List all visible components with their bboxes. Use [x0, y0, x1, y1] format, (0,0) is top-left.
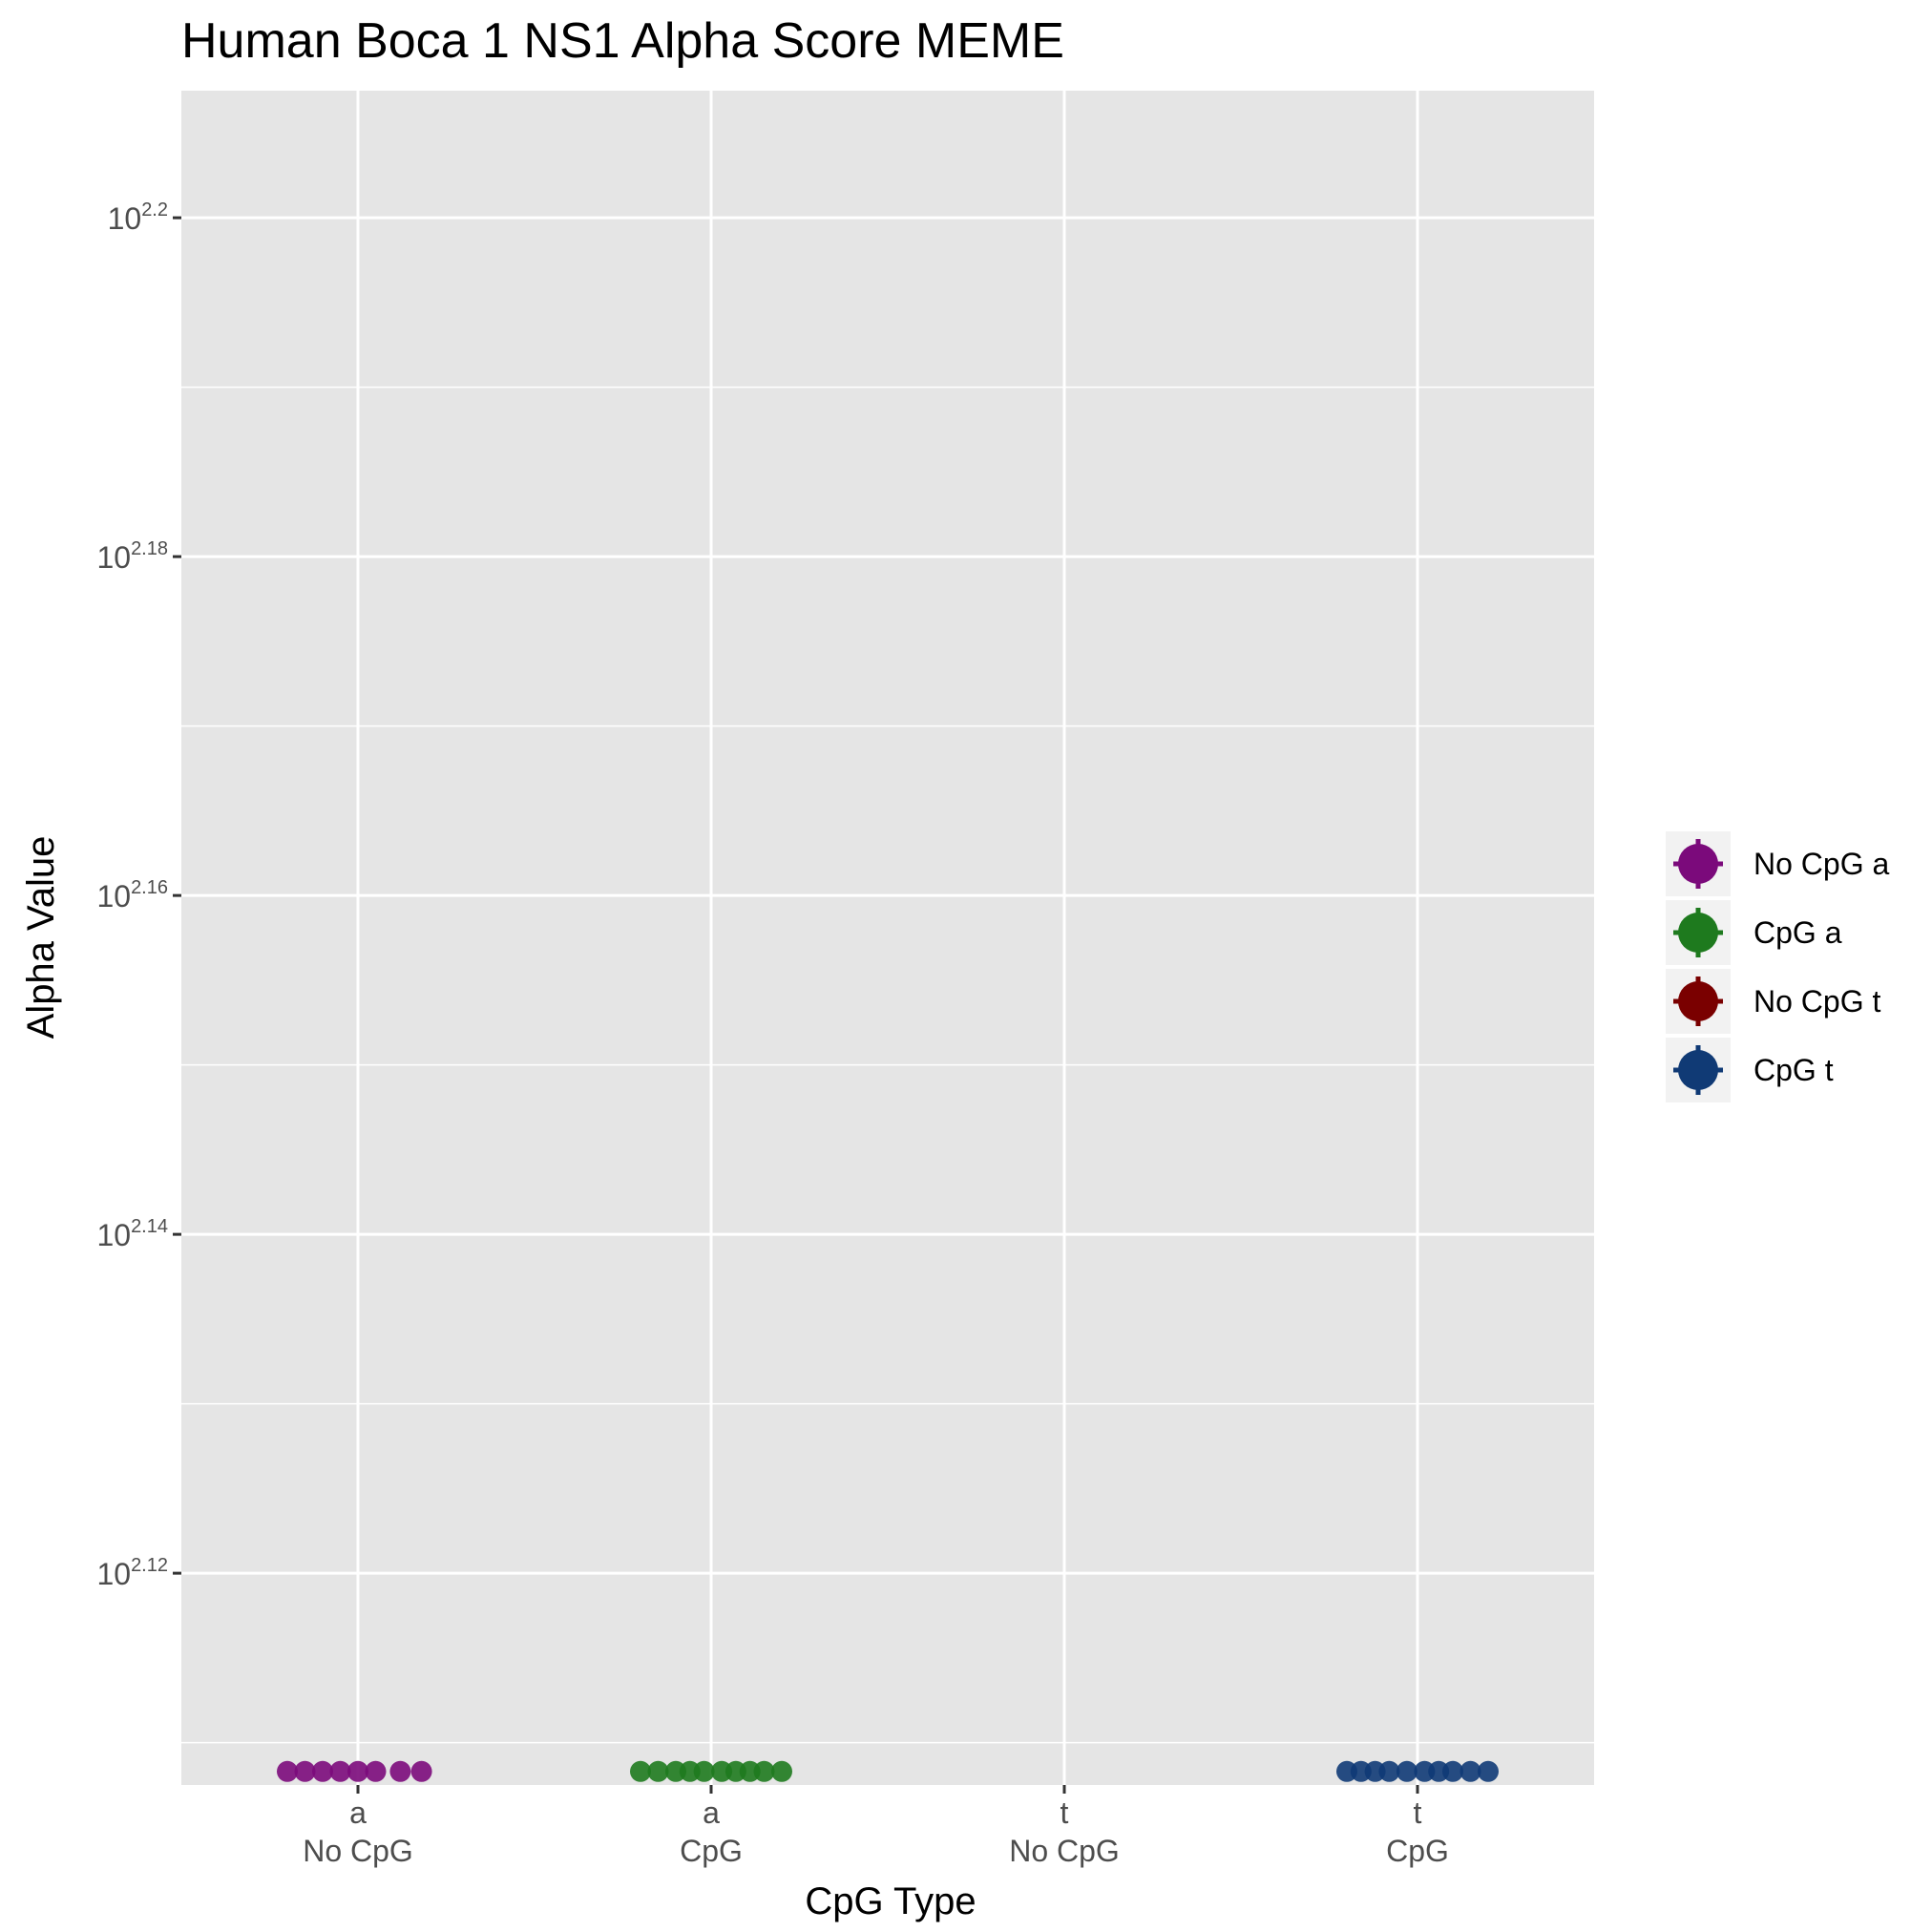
data-point [294, 1760, 316, 1782]
chart-title: Human Boca 1 NS1 Alpha Score MEME [181, 13, 1064, 69]
minor-gridlines [181, 386, 1594, 1744]
data-point [693, 1760, 715, 1782]
x-tick-label-line2: No CpG [303, 1834, 413, 1868]
x-tick-label-line2: CpG [680, 1834, 743, 1868]
data-point [365, 1760, 387, 1782]
data-point [1378, 1760, 1400, 1782]
data-point [771, 1760, 792, 1782]
data-point [753, 1760, 775, 1782]
data-point [410, 1760, 432, 1782]
data-point [1460, 1760, 1481, 1782]
x-axis: a No CpG a CpG t No CpG t CpG [303, 1785, 1449, 1868]
data-point [347, 1760, 368, 1782]
data-point [329, 1760, 351, 1782]
y-tick-label: 102.18 [96, 538, 168, 575]
x-tick-label-line1: a [349, 1796, 367, 1830]
data-point [1442, 1760, 1463, 1782]
legend-label: No CpG a [1754, 847, 1889, 881]
x-tick-label-line1: t [1060, 1796, 1069, 1830]
legend-key-dot [1678, 1050, 1718, 1090]
legend-label: CpG t [1754, 1053, 1834, 1087]
x-tick-label-line2: No CpG [1009, 1834, 1120, 1868]
legend-label: CpG a [1754, 915, 1842, 950]
data-point [647, 1760, 669, 1782]
legend: No CpG a CpG a No CpG t CpG t [1666, 831, 1889, 1102]
x-tick-label-line1: a [703, 1796, 720, 1830]
y-tick-label: 102.16 [96, 877, 168, 914]
data-point [312, 1760, 333, 1782]
y-tick-label: 102.12 [96, 1555, 168, 1591]
plot-panel [181, 91, 1594, 1785]
data-points [277, 1760, 1499, 1782]
data-point [630, 1760, 651, 1782]
y-axis-title: Alpha Value [20, 836, 62, 1040]
legend-label: No CpG t [1754, 984, 1880, 1018]
x-tick-label-line2: CpG [1386, 1834, 1449, 1868]
y-axis: 102.12 102.14 102.16 102.18 102.2 [96, 200, 181, 1591]
data-point [389, 1760, 411, 1782]
data-point [1478, 1760, 1499, 1782]
legend-key-dot [1678, 913, 1718, 953]
legend-key-dot [1678, 981, 1718, 1021]
data-point [277, 1760, 298, 1782]
major-gridlines [181, 91, 1594, 1785]
x-tick-label-line1: t [1414, 1796, 1422, 1830]
y-tick-label: 102.14 [96, 1216, 168, 1252]
x-axis-title: CpG Type [805, 1880, 976, 1922]
legend-key-dot [1678, 844, 1718, 884]
data-point [1396, 1760, 1418, 1782]
y-tick-label: 102.2 [108, 200, 168, 236]
